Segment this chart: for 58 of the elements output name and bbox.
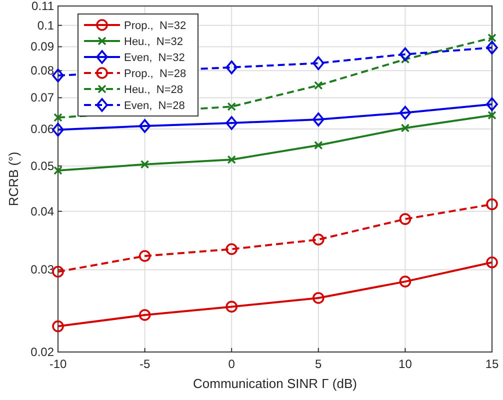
point — [486, 198, 498, 210]
point — [54, 166, 62, 175]
x-axis-title: Communication SINR Γ (dB) — [193, 376, 357, 391]
point — [399, 276, 412, 288]
point — [314, 80, 323, 90]
point — [140, 160, 150, 169]
point — [486, 40, 498, 55]
point — [138, 309, 151, 321]
point — [138, 250, 151, 262]
x-tick-label: -5 — [139, 357, 150, 371]
point — [52, 68, 64, 82]
point — [312, 112, 324, 126]
y-tick-label: 0.08 — [30, 64, 54, 78]
y-tick-label: 0.03 — [30, 262, 54, 277]
point — [399, 47, 412, 62]
y-tick-label: 0.02 — [30, 345, 54, 359]
y-tick-label: 0.04 — [30, 204, 54, 218]
y-tick-label: 0.09 — [30, 40, 54, 54]
y-tick-label: 0.06 — [30, 122, 54, 136]
point — [138, 119, 151, 133]
legend-label: Even, N=28 — [124, 100, 185, 112]
legend-label: Prop., N=28 — [124, 68, 186, 80]
y-tick-label: 0.1 — [37, 18, 54, 32]
point — [486, 97, 498, 112]
point — [314, 140, 323, 150]
point — [312, 56, 324, 70]
point — [400, 54, 410, 64]
point — [226, 116, 238, 130]
y-tick-label: 0.11 — [32, 0, 54, 13]
y-axis-title: RCRB (°) — [6, 152, 21, 206]
point — [486, 256, 498, 268]
point — [312, 292, 324, 304]
point — [227, 102, 236, 112]
point — [52, 320, 64, 332]
point — [227, 155, 236, 164]
x-tick-label: -10 — [49, 357, 67, 371]
point — [488, 34, 496, 42]
point — [400, 124, 410, 132]
point — [226, 300, 238, 313]
legend-label: Heu., N=28 — [124, 84, 184, 96]
point — [226, 60, 238, 74]
legend-label: Prop., N=32 — [124, 20, 186, 32]
legend-label: Heu., N=32 — [124, 36, 184, 48]
point — [54, 113, 62, 122]
x-tick-label: 5 — [315, 357, 322, 371]
y-tick-label: 0.05 — [30, 159, 54, 174]
point — [52, 266, 64, 278]
point — [312, 234, 324, 246]
point — [488, 110, 496, 120]
x-tick-label: 0 — [228, 357, 236, 371]
x-tick-label: 10 — [398, 357, 412, 371]
x-tick-label: 15 — [485, 357, 499, 371]
point — [399, 213, 412, 225]
y-tick-label: 0.07 — [30, 90, 54, 105]
point — [226, 243, 238, 256]
point — [52, 122, 64, 137]
legend-label: Even, N=32 — [124, 52, 185, 64]
point — [399, 106, 412, 120]
